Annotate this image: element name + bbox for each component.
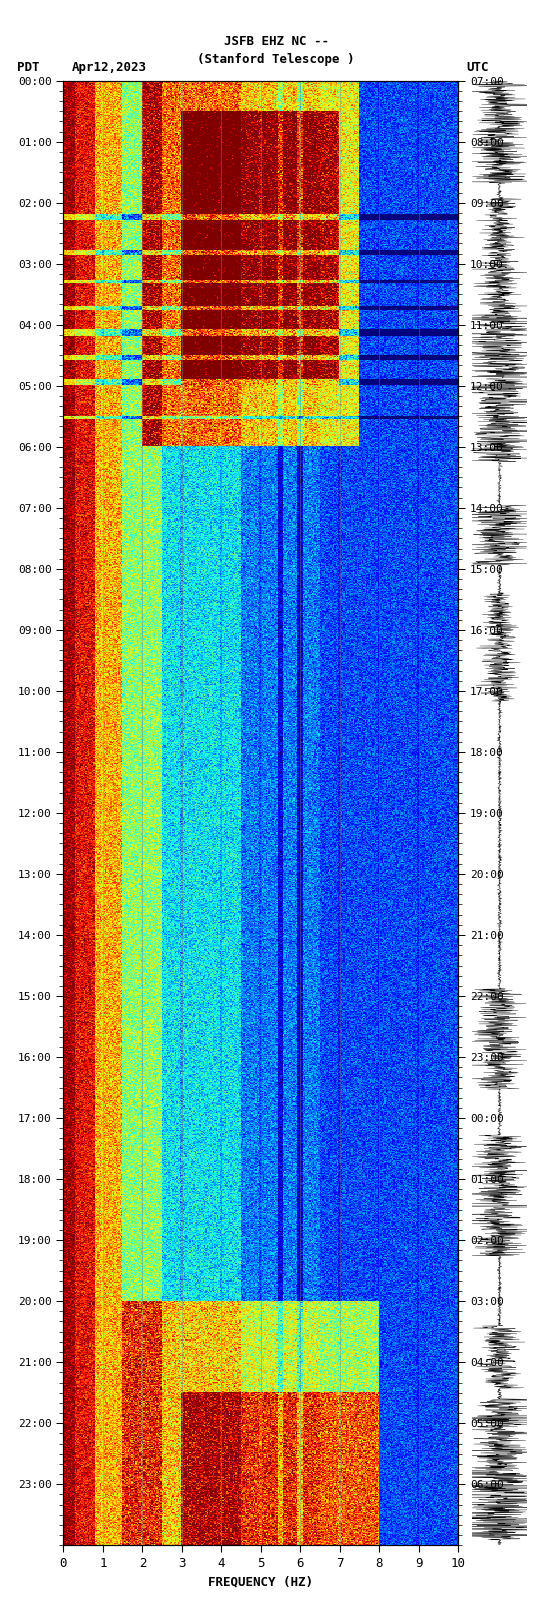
Text: Apr12,2023: Apr12,2023 [72, 61, 147, 74]
Text: PDT: PDT [17, 61, 39, 74]
Text: USGS: USGS [18, 13, 48, 26]
Text: (Stanford Telescope ): (Stanford Telescope ) [197, 53, 355, 66]
Text: UTC: UTC [466, 61, 489, 74]
X-axis label: FREQUENCY (HZ): FREQUENCY (HZ) [208, 1576, 314, 1589]
Text: JSFB EHZ NC --: JSFB EHZ NC -- [224, 35, 328, 48]
